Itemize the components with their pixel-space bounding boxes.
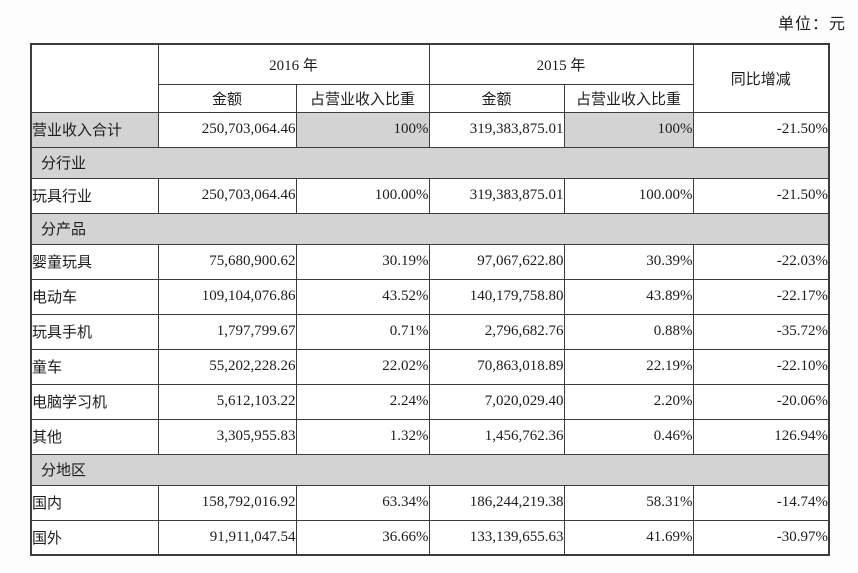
section-label: 分产品 xyxy=(30,212,830,245)
cell-value: 36.66% xyxy=(295,519,430,556)
row-label: 婴童玩具 xyxy=(30,243,159,280)
cell-value: 58.31% xyxy=(563,484,694,521)
cell-value: 319,383,875.01 xyxy=(428,111,565,148)
table-header: 2016 年 2015 年 同比增减 金额 占营业收入比重 金额 占营业收入比重 xyxy=(30,43,830,113)
cell-value: 22.02% xyxy=(295,348,430,385)
table-row: 其他 3,305,955.83 1.32% 1,456,762.36 0.46% 126.… xyxy=(30,418,830,455)
cell-value: 70,863,018.89 xyxy=(428,348,565,385)
cell-value: 0.88% xyxy=(563,313,694,350)
section-label: 分行业 xyxy=(30,146,830,179)
table-row: 营业收入合计 250,703,064.46 100% 319,383,875.01 10… xyxy=(30,111,830,148)
table-row: 玩具手机 1,797,799.67 0.71% 2,796,682.76 0.88% -3… xyxy=(30,313,830,350)
cell-value: 91,911,047.54 xyxy=(157,519,297,556)
cell-value: -35.72% xyxy=(692,313,830,350)
header-row-measures: 金额 占营业收入比重 金额 占营业收入比重 xyxy=(31,83,829,113)
cell-value: -21.50% xyxy=(692,177,830,214)
cell-value: 140,179,758.80 xyxy=(428,278,565,315)
unit-label: 单位：元 xyxy=(777,16,846,33)
cell-value: 7,020,029.40 xyxy=(428,383,565,420)
cell-value: 43.89% xyxy=(563,278,694,315)
revenue-share-2015-header: 占营业收入比重 xyxy=(563,83,694,113)
cell-value: 2.24% xyxy=(295,383,430,420)
table-row: 国外 91,911,047.54 36.66% 133,139,655.63 41.69… xyxy=(30,519,830,556)
year-2015-header: 2015 年 xyxy=(428,43,694,85)
cell-value: -30.97% xyxy=(692,519,830,556)
table-row: 玩具行业 250,703,064.46 100.00% 319,383,875.01 1… xyxy=(30,177,830,214)
header-row-years: 2016 年 2015 年 同比增减 xyxy=(30,43,830,113)
cell-value: 126.94% xyxy=(692,418,830,455)
cell-value: 1.32% xyxy=(295,418,430,455)
cell-value: -22.03% xyxy=(692,243,830,280)
row-label: 玩具行业 xyxy=(30,177,159,214)
table-row: 童车 55,202,228.26 22.02% 70,863,018.89 22.19%… xyxy=(30,348,830,385)
revenue-breakdown-table: 2016 年 2015 年 同比增减 金额 占营业收入比重 金额 占营业收入比重… xyxy=(30,43,831,556)
row-label: 国内 xyxy=(30,484,159,521)
cell-value: 158,792,016.92 xyxy=(157,484,297,521)
cell-value: -22.17% xyxy=(692,278,830,315)
amount-2016-header: 金额 xyxy=(157,83,297,113)
cell-value: 75,680,900.62 xyxy=(157,243,297,280)
cell-value: -14.74% xyxy=(692,484,830,521)
cell-value: 30.19% xyxy=(295,243,430,280)
cell-value: 0.71% xyxy=(295,313,430,350)
cell-value: 109,104,076.86 xyxy=(157,278,297,315)
row-label: 玩具手机 xyxy=(30,313,159,350)
cell-value: 3,305,955.83 xyxy=(157,418,297,455)
cell-value: 97,067,622.80 xyxy=(428,243,565,280)
cell-value: 100.00% xyxy=(295,177,430,214)
cell-value: 1,797,799.67 xyxy=(157,313,297,350)
year-2016-header: 2016 年 xyxy=(157,43,430,85)
cell-value: 250,703,064.46 xyxy=(157,177,297,214)
cell-value: -22.10% xyxy=(692,348,830,385)
row-label: 童车 xyxy=(30,348,159,385)
table-row: 婴童玩具 75,680,900.62 30.19% 97,067,622.80 30.3… xyxy=(30,243,830,280)
cell-value: 319,383,875.01 xyxy=(428,177,565,214)
cell-value: 100% xyxy=(295,111,430,148)
table-row: 电脑学习机 5,612,103.22 2.24% 7,020,029.40 2.20% -… xyxy=(30,383,830,420)
cell-value: 100.00% xyxy=(563,177,694,214)
cell-value: 100% xyxy=(563,111,694,148)
cell-value: 2.20% xyxy=(563,383,694,420)
row-label: 其他 xyxy=(30,418,159,455)
row-label: 国外 xyxy=(30,519,159,556)
cell-value: 43.52% xyxy=(295,278,430,315)
cell-value: 0.46% xyxy=(563,418,694,455)
table-row: 国内 158,792,016.92 63.34% 186,244,219.38 58.3… xyxy=(30,484,830,521)
cell-value: 250,703,064.46 xyxy=(157,111,297,148)
cell-value: 41.69% xyxy=(563,519,694,556)
revenue-share-2016-header: 占营业收入比重 xyxy=(295,83,430,113)
cell-value: 63.34% xyxy=(295,484,430,521)
cell-value: 5,612,103.22 xyxy=(157,383,297,420)
row-label: 电动车 xyxy=(30,278,159,315)
cell-value: 22.19% xyxy=(563,348,694,385)
section-label: 分地区 xyxy=(30,453,830,486)
table-body: 营业收入合计 250,703,064.46 100% 319,383,875.01 10… xyxy=(30,111,830,556)
corner-cell xyxy=(30,43,159,113)
cell-value: 2,796,682.76 xyxy=(428,313,565,350)
section-row: 分产品 xyxy=(30,212,830,245)
cell-value: 133,139,655.63 xyxy=(428,519,565,556)
row-label: 电脑学习机 xyxy=(30,383,159,420)
amount-2015-header: 金额 xyxy=(428,83,565,113)
cell-value: -21.50% xyxy=(692,111,830,148)
section-row: 分地区 xyxy=(30,453,830,486)
row-label: 营业收入合计 xyxy=(30,111,159,148)
yoy-change-header: 同比增减 xyxy=(692,43,830,113)
section-row: 分行业 xyxy=(30,146,830,179)
cell-value: 186,244,219.38 xyxy=(428,484,565,521)
cell-value: -20.06% xyxy=(692,383,830,420)
cell-value: 55,202,228.26 xyxy=(157,348,297,385)
table-row: 电动车 109,104,076.86 43.52% 140,179,758.80 43.… xyxy=(30,278,830,315)
cell-value: 1,456,762.36 xyxy=(428,418,565,455)
cell-value: 30.39% xyxy=(563,243,694,280)
